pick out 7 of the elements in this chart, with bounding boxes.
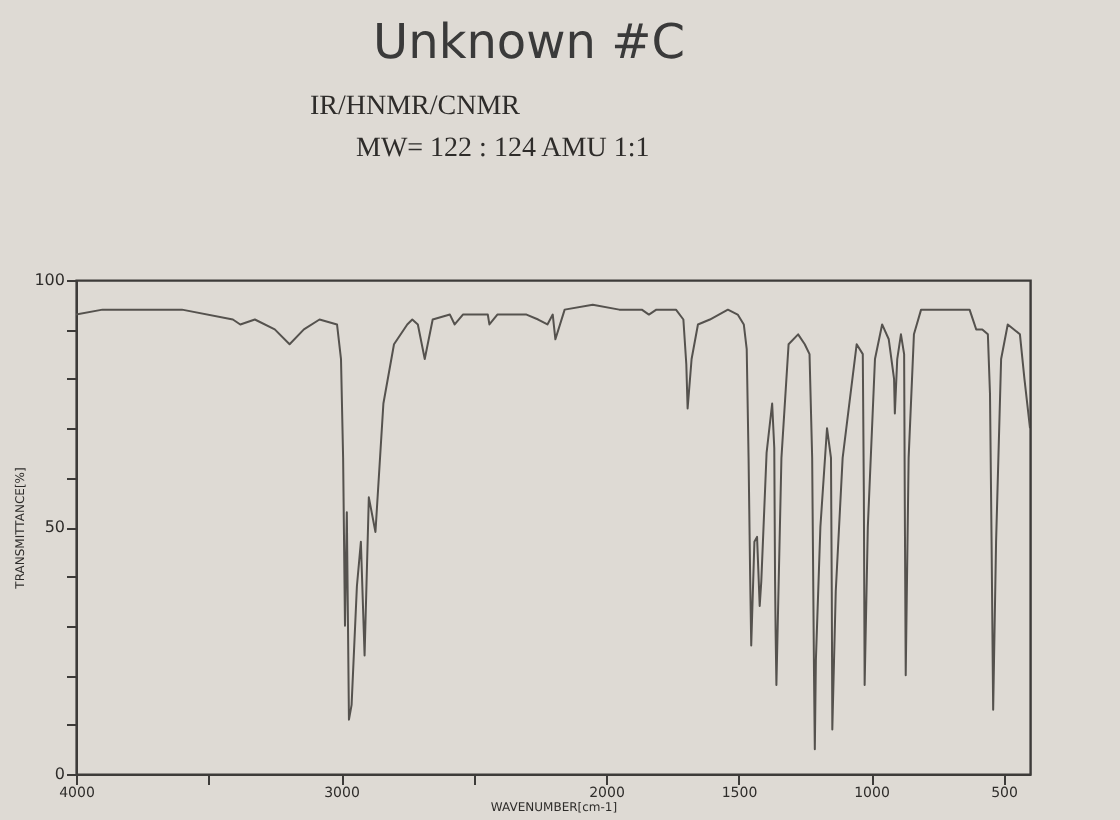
y-tick-label: 50 (44, 518, 65, 536)
text: MW= 122 : 124 AMU 1:1 (356, 134, 650, 164)
y-tick-label: 100 (34, 271, 65, 289)
chart-subtitle: IR/HNMR/CNMR (310, 92, 522, 122)
chart-title: Unknown #C (373, 14, 685, 70)
line-series (76, 303, 1030, 751)
y-tick-label: 0 (54, 765, 65, 783)
